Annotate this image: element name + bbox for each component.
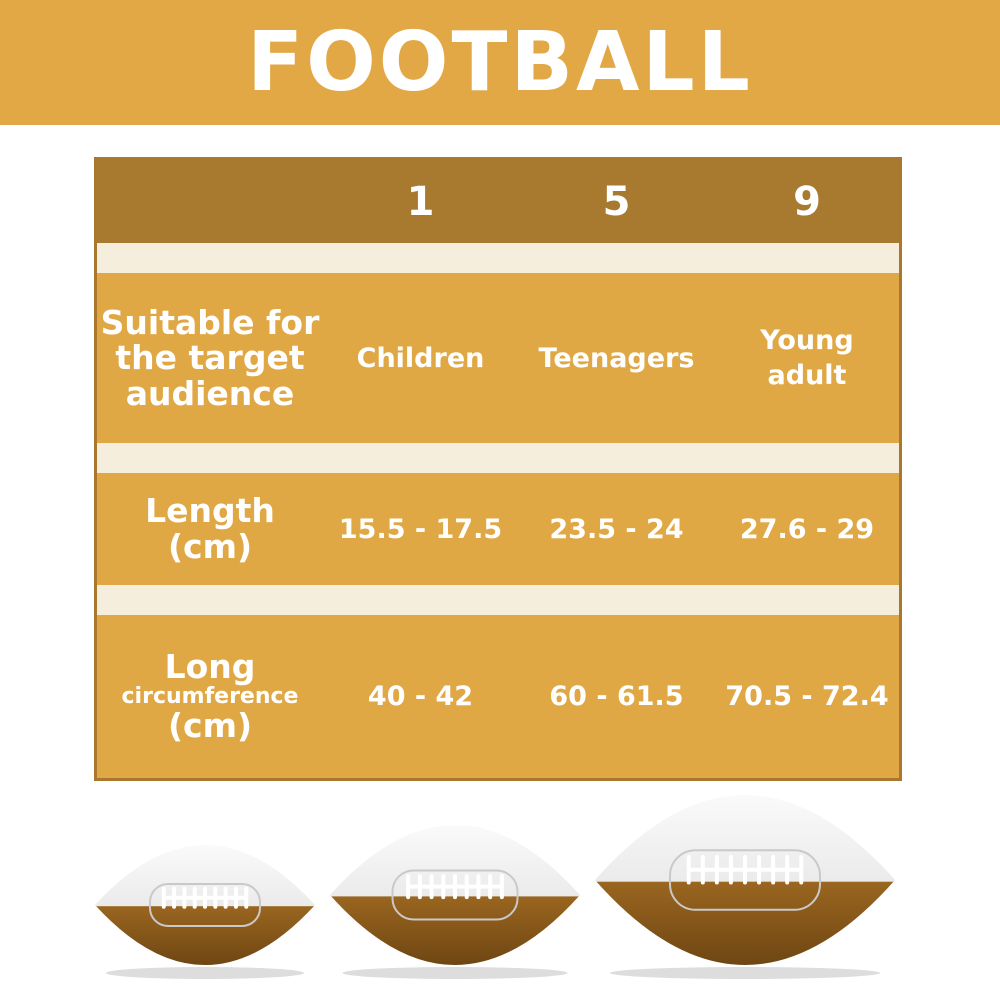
table-row-audience: Suitable for the target audience Childre… bbox=[97, 273, 899, 443]
row-label: Long circumference (cm) bbox=[97, 649, 323, 744]
football-size-9 bbox=[595, 795, 895, 979]
title-banner: FOOTBALL bbox=[0, 0, 1000, 125]
laces-icon bbox=[406, 874, 504, 900]
cell: 23.5 - 24 bbox=[549, 513, 684, 545]
football-size-1 bbox=[95, 845, 315, 979]
size-chart-table: 1 5 9 Suitable for the target audience C… bbox=[94, 157, 902, 781]
football-size-5 bbox=[330, 825, 580, 979]
cell: Teenagers bbox=[538, 342, 695, 374]
header-size-9: 9 bbox=[793, 178, 821, 225]
row-label-main: Long bbox=[164, 647, 256, 686]
laces-icon bbox=[161, 886, 249, 909]
cell: Children bbox=[356, 342, 485, 374]
footballs-illustration bbox=[95, 795, 895, 979]
cell: 70.5 - 72.4 bbox=[725, 681, 889, 712]
table-row-length: Length (cm) 15.5 - 17.5 23.5 - 24 27.6 -… bbox=[97, 473, 899, 585]
row-label-unit: (cm) bbox=[167, 706, 253, 746]
header-size-1: 1 bbox=[406, 178, 435, 225]
laces-icon bbox=[686, 855, 804, 885]
table-header-row: 1 5 9 bbox=[97, 160, 899, 243]
header-size-5: 5 bbox=[602, 178, 631, 225]
row-label: Length (cm) bbox=[145, 491, 275, 566]
row-label: Suitable for the target audience bbox=[100, 302, 320, 413]
cell: 15.5 - 17.5 bbox=[338, 513, 503, 545]
table-row-circumference: Long circumference (cm) 40 - 42 60 - 61.… bbox=[97, 615, 899, 778]
cell: 27.6 - 29 bbox=[739, 513, 875, 545]
page-title: FOOTBALL bbox=[247, 15, 753, 110]
cell: 40 - 42 bbox=[367, 681, 474, 712]
cell: Young adult bbox=[760, 324, 854, 391]
row-label-sub: circumference bbox=[121, 683, 299, 709]
cell: 60 - 61.5 bbox=[549, 681, 684, 712]
